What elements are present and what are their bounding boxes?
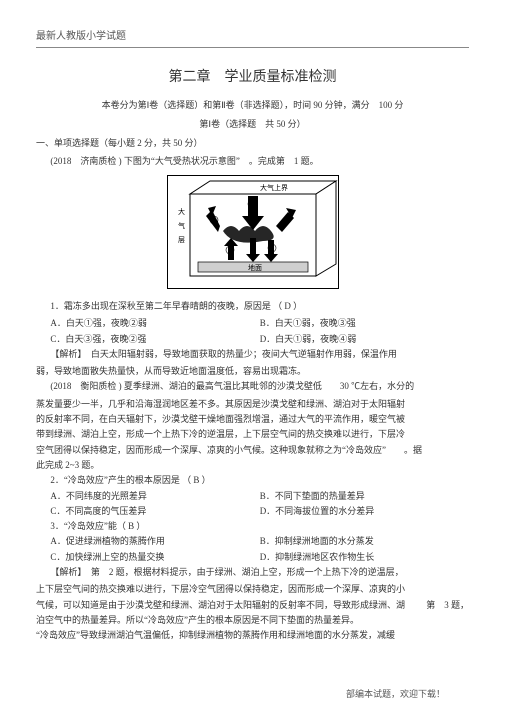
page-footer: 部编本试题，欢迎下载！ <box>346 687 445 702</box>
q2-answer: （ B ） <box>182 475 211 485</box>
doc-title: 第二章 学业质量标准检测 <box>36 66 469 90</box>
doc-sub1: 本卷分为第Ⅰ卷（选择题）和第Ⅱ卷（非选择题），时间 90 分钟，满分 100 分 <box>36 98 469 113</box>
q2-stem-row: 2．“冷岛效应”产生的根本原因是 （ B ） <box>50 473 469 488</box>
q1-optD: D．白天①弱，夜晚④弱 <box>260 332 469 347</box>
ex2-l4: 泊空气中的热量差异。所以“冷岛效应”产生的根本原因是不同下垫面的热量差异。 <box>36 613 469 628</box>
p2-l6: 此完成 2~3 题。 <box>36 458 469 473</box>
atmosphere-diagram: 地面 大气上界 大 气 层 1 2 <box>167 175 339 289</box>
label-ground: 地面 <box>248 263 262 272</box>
q2-stem: 2．“冷岛效应”产生的根本原因是 <box>50 475 180 485</box>
p2-l2: 蒸发量要少一半，几乎和沿海湿润地区差不多。其原因是沙漠戈壁和绿洲、湖泊对于太阳辐… <box>36 397 469 412</box>
doc-sub2: 第Ⅰ卷（选择题 共 50 分） <box>36 117 469 132</box>
q1-optB: B．白天①弱，夜晚③强 <box>260 316 469 331</box>
svg-text:3: 3 <box>228 249 231 255</box>
source-1: (2018 济南质检 ) 下图为“大气受热状况示意图” 。完成第 1 题。 <box>36 154 469 169</box>
ex2-l3b: 第 3 题， <box>426 598 469 613</box>
q1-options: A．白天①强，夜晚②弱 B．白天①弱，夜晚③强 C．白天③强，夜晚②强 D．白天… <box>50 316 469 347</box>
p2-l5: 空气团得以保持稳定，因而形成一个深厚、凉爽的小气候。这种现象就称之为“冷岛效应”… <box>36 443 469 458</box>
page-header: 最新人教版小学试题 <box>36 28 469 48</box>
svg-text:4: 4 <box>270 247 273 253</box>
p2-l4: 带到绿洲、湖泊上空，形成一个上热下冷的逆温层，上下层空气间的热交换难以进行，下层… <box>36 427 469 442</box>
svg-text:1: 1 <box>250 203 253 209</box>
q2-optA: A．不同纬度的光照差异 <box>50 489 259 504</box>
q3-stem: 3．“冷岛效应”能（ B ） <box>50 519 469 534</box>
diagram-wrap: 地面 大气上界 大 气 层 1 2 <box>36 175 469 289</box>
ex2-l5: “冷岛效应”导致绿洲湖泊气温偏低，抑制绿洲植物的蒸腾作用和绿洲地面的水分蒸发，减… <box>36 628 469 643</box>
p2-l1: (2018 衡阳质检 ) 夏季绿洲、湖泊的最高气温比其毗邻的沙漠戈壁低 30 ℃… <box>36 379 469 394</box>
ex2-l1: 【解析】 第 2 题，根据材料提示，由于绿洲、湖泊上空，形成一个上热下冷的逆温层… <box>36 565 469 580</box>
q2-options: A．不同纬度的光照差异 B．不同下垫面的热量差异 C．不同高度的气压差异 D．不… <box>50 489 469 520</box>
q1-optC: C．白天③强，夜晚②强 <box>50 332 259 347</box>
label-left-1: 大 <box>178 207 185 216</box>
label-left-2: 气 <box>178 221 185 230</box>
label-left-3: 层 <box>178 236 185 244</box>
q1-optA: A．白天①强，夜晚②弱 <box>50 316 259 331</box>
ex2-l3-row: 气候，可以知道是由于沙漠戈壁和绿洲、湖泊对于太阳辐射的反射率不同，导致形成绿洲、… <box>36 598 469 613</box>
ex2-l2: 上下层空气间的热交换难以进行，下层冷空气团得以保持稳定，因而形成一个深厚、凉爽的… <box>36 582 469 597</box>
p2-l3: 的反射率不同，在白天辐射下，沙漠戈壁干燥地面强烈增温，通过大气的平流作用，暖空气… <box>36 412 469 427</box>
q3-optD: D．抑制绿洲地区农作物生长 <box>260 550 469 565</box>
q2-optB: B．不同下垫面的热量差异 <box>260 489 469 504</box>
q1-explain-1: 【解析】 白天太阳辐射弱，导致地面获取的热量少；夜间大气逆辐射作用弱，保温作用 <box>36 347 469 362</box>
q3-optC: C．加快绿洲上空的热量交换 <box>50 550 259 565</box>
q3-options: A．促进绿洲植物的蒸腾作用 B．抑制绿洲地面的水分蒸发 C．加快绿洲上空的热量交… <box>50 534 469 565</box>
ex2-l3a: 气候，可以知道是由于沙漠戈壁和绿洲、湖泊对于太阳辐射的反射率不同，导致形成绿洲、… <box>36 598 405 613</box>
q2-optD: D．不同海拔位置的水分差异 <box>260 504 469 519</box>
q2-optC: C．不同高度的气压差异 <box>50 504 259 519</box>
q1-stem: 1．霜冻多出现在深秋至第二年早春晴朗的夜晚，原因是 <box>50 301 271 311</box>
part1-header: 一、单项选择题（每小题 2 分，共 50 分） <box>36 136 469 151</box>
svg-text:2: 2 <box>212 219 215 225</box>
q1-explain-2: 弱，导致地面散失热量快，从而导致近地面温度低，容易出现霜冻。 <box>36 364 469 379</box>
q1-answer: （ D ） <box>273 301 302 311</box>
label-top: 大气上界 <box>260 183 288 192</box>
q3-optB: B．抑制绿洲地面的水分蒸发 <box>260 534 469 549</box>
q1-stem-row: 1．霜冻多出现在深秋至第二年早春晴朗的夜晚，原因是 （ D ） <box>36 299 469 314</box>
q3-optA: A．促进绿洲植物的蒸腾作用 <box>50 534 259 549</box>
